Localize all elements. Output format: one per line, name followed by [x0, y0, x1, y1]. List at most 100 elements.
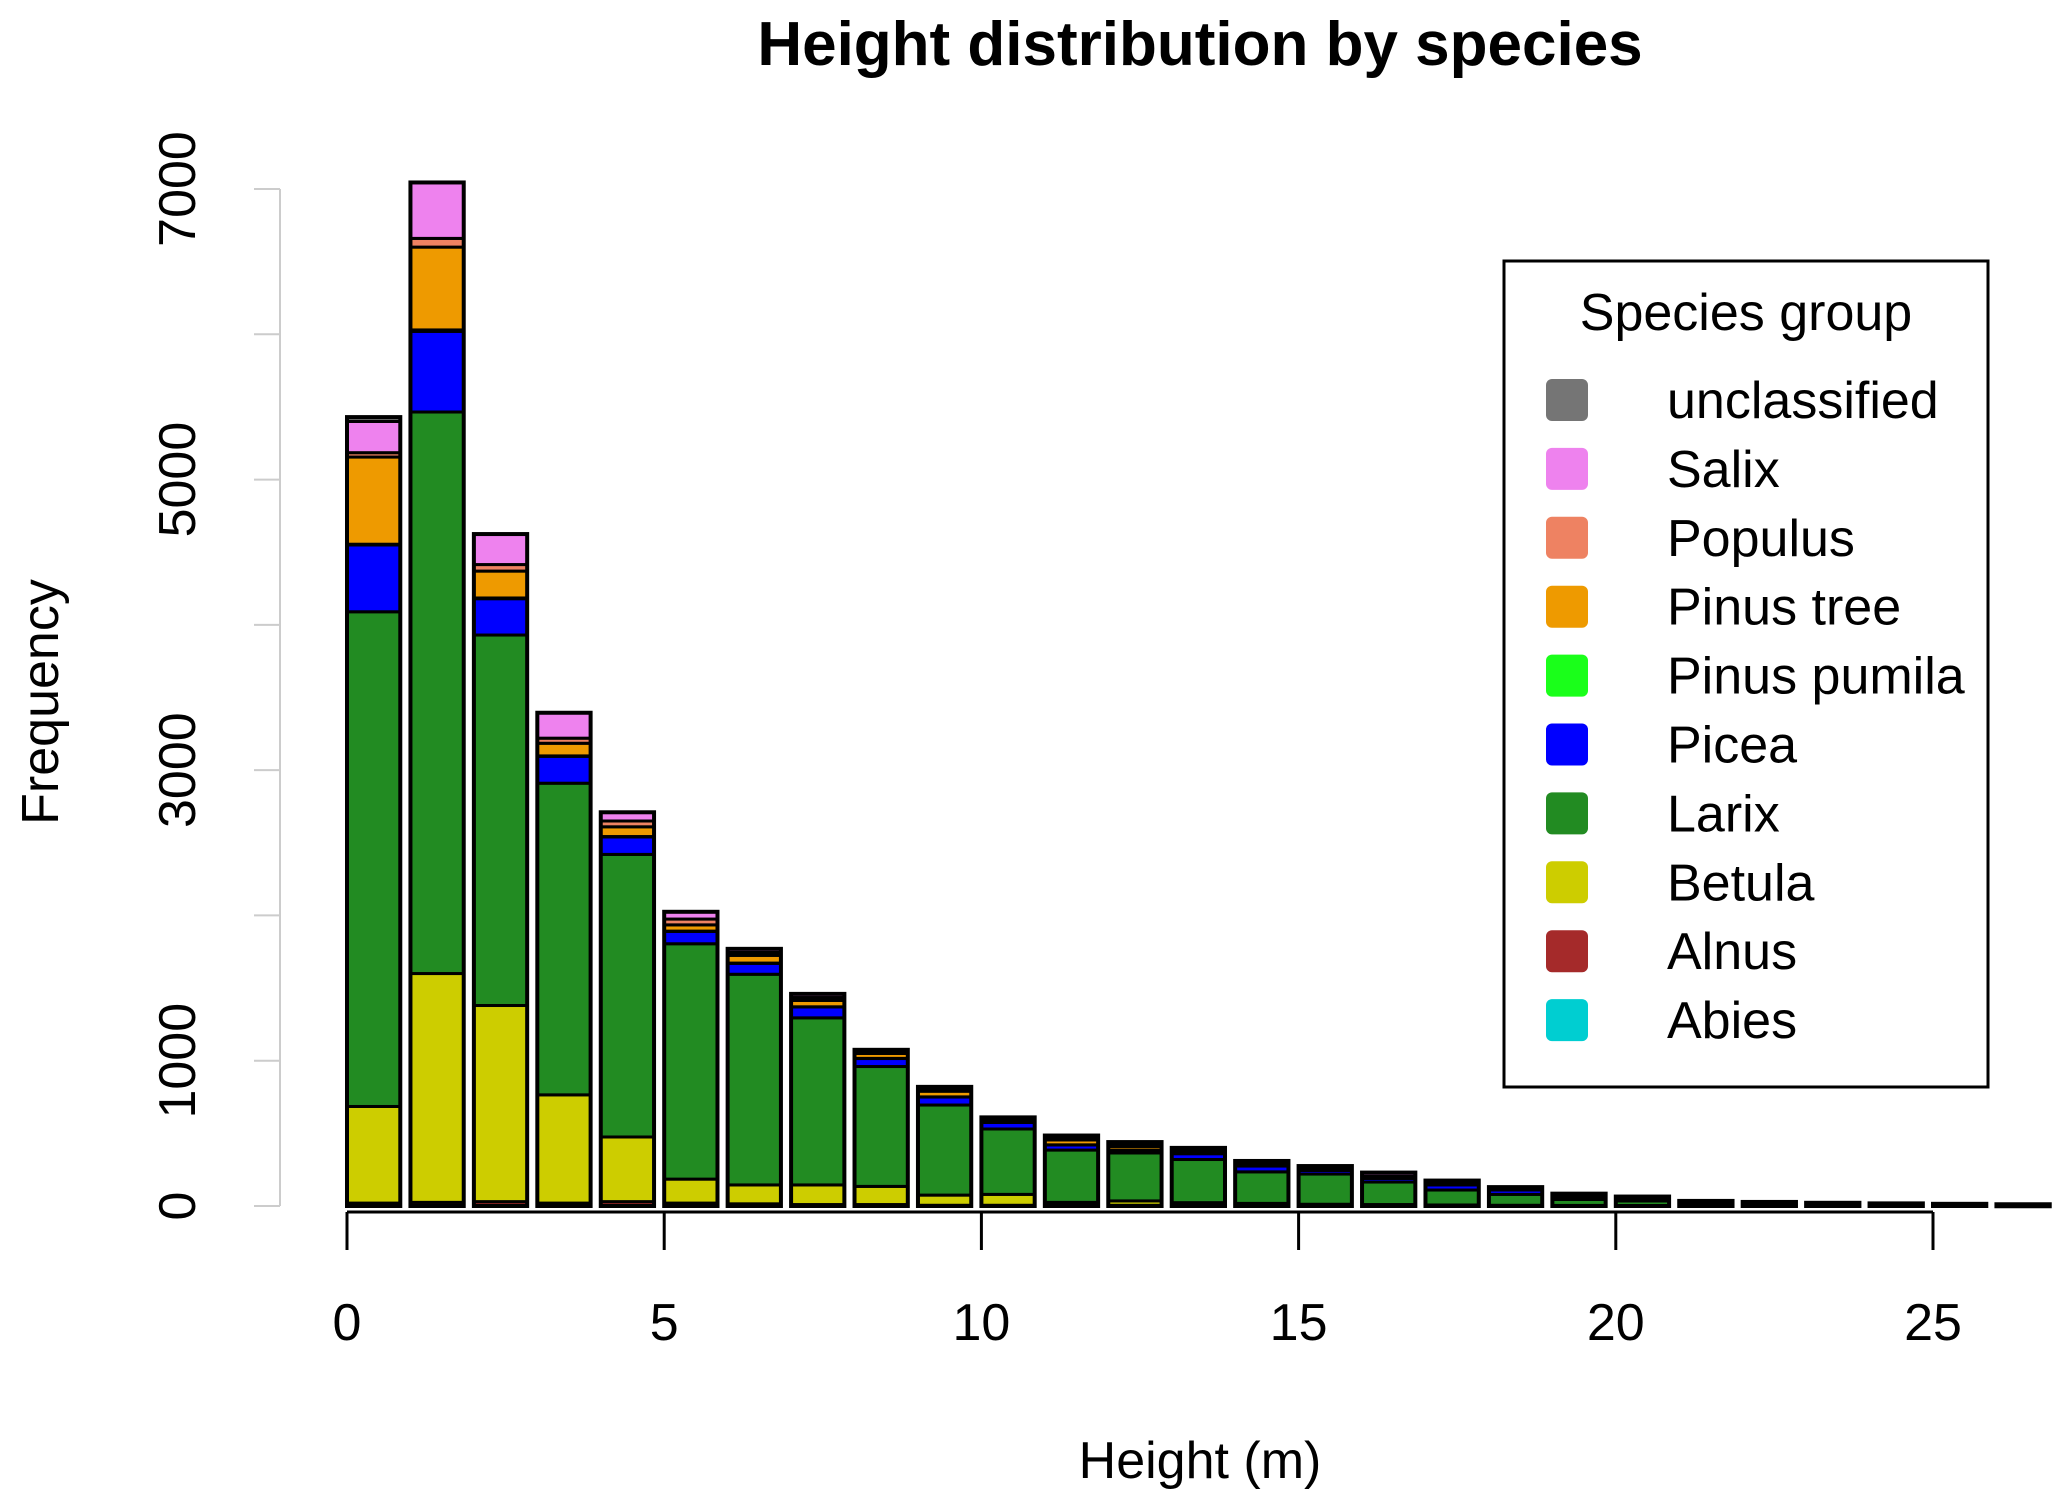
bar-outline [1486, 1185, 1545, 1209]
bar-outline [1550, 1191, 1608, 1209]
bar-stack [408, 180, 466, 1208]
bar-segment-salix [535, 711, 593, 740]
bar-stack [1677, 1198, 1735, 1209]
bar-stack [1550, 1191, 1608, 1209]
x-tick-label: 0 [333, 1294, 362, 1352]
bar-stack [1169, 1145, 1228, 1209]
bar-segment-larix [1360, 1180, 1417, 1207]
legend-swatch [1546, 379, 1588, 421]
bar-segment-larix [408, 410, 466, 976]
y-tick-label: 3000 [149, 712, 207, 828]
bar-outline [662, 909, 720, 1209]
x-axis-title: Height (m) [1079, 1432, 1322, 1490]
bar-stack [1613, 1194, 1672, 1208]
bar-segment-larix [1170, 1158, 1227, 1205]
y-axis: 0 1000 3000 5000 7000 [149, 131, 281, 1220]
bar-stack [1931, 1201, 1989, 1208]
bar-stack [1233, 1158, 1291, 1208]
bar-stack [345, 415, 403, 1208]
bar-outline [408, 180, 466, 1208]
legend-label: Abies [1667, 992, 1797, 1050]
bar-segment-pinus-tree [535, 741, 593, 758]
legend-label: Salix [1667, 441, 1780, 499]
bar-outline [852, 1047, 910, 1209]
bar-outline [1740, 1199, 1798, 1209]
legend-label: Picea [1667, 717, 1797, 775]
bar-stack [725, 946, 783, 1208]
bar-outline [915, 1084, 974, 1209]
bar-segment-picea [472, 597, 529, 637]
bar-segment-larix [1423, 1188, 1481, 1207]
bar-segment-betula [599, 1135, 656, 1204]
chart-title: Height distribution by species [757, 10, 1642, 79]
bar-stack [1867, 1201, 1925, 1209]
bar-stack [1740, 1199, 1798, 1209]
bars [345, 180, 2052, 1209]
bar-segment-larix [789, 1016, 846, 1187]
legend-swatch [1546, 516, 1588, 559]
bar-segment-larix [535, 781, 593, 1097]
bar-segment-betula [979, 1192, 1037, 1207]
legend-swatch [1546, 585, 1588, 628]
legend-swatch [1546, 861, 1588, 904]
bar-outline [1360, 1170, 1418, 1208]
bar-segment-betula [853, 1184, 910, 1207]
bar-segment-larix [916, 1103, 973, 1197]
legend-label: Pinus pumila [1667, 648, 1965, 706]
bar-outline [1169, 1145, 1228, 1209]
bar-segment-larix [345, 610, 402, 1108]
bar-segment-picea [345, 543, 402, 614]
bar-segment-larix [1297, 1172, 1354, 1206]
bar-segment-betula [916, 1193, 973, 1207]
legend-swatch [1546, 792, 1588, 835]
bar-segment-larix [979, 1127, 1037, 1196]
bar-outline [1804, 1200, 1862, 1208]
legend-label: unclassified [1667, 372, 1939, 430]
bar-stack [979, 1115, 1037, 1209]
bar-segment-picea [662, 929, 719, 946]
legend-swatch [1546, 930, 1588, 973]
legend-title: Species group [1580, 284, 1912, 342]
bar-stack [1042, 1133, 1101, 1208]
bar-stack [598, 810, 657, 1208]
x-tick-label: 5 [650, 1294, 679, 1352]
bar-outline [1423, 1178, 1481, 1208]
bar-segment-picea [726, 961, 783, 976]
bar-outline [1296, 1164, 1354, 1208]
bar-segment-larix [1233, 1170, 1290, 1205]
bar-stack [1423, 1178, 1481, 1208]
bar-segment-larix [1487, 1192, 1544, 1207]
bar-stack [1994, 1202, 2052, 1209]
legend-label: Betula [1667, 854, 1815, 912]
bar-stack [1360, 1170, 1418, 1208]
y-tick-label: 1000 [149, 1003, 207, 1119]
bar-outline [1613, 1194, 1672, 1208]
bar-segment-betula [662, 1177, 719, 1205]
bar-outline [1233, 1158, 1291, 1208]
bar-outline [1106, 1140, 1164, 1209]
bar-segment-betula [408, 972, 466, 1204]
bar-outline [1042, 1133, 1101, 1208]
bar-outline [1994, 1202, 2052, 1209]
bar-segment-pinus-tree [408, 245, 466, 332]
legend-label: Alnus [1667, 923, 1797, 981]
bar-segment-betula [345, 1104, 402, 1205]
bar-segment-betula [789, 1183, 846, 1207]
legend-label: Pinus tree [1667, 579, 1901, 637]
y-tick-label: 5000 [149, 422, 207, 538]
bar-segment-picea [789, 1005, 846, 1020]
y-axis-title: Frequency [12, 579, 70, 825]
x-tick-label: 15 [1270, 1294, 1328, 1352]
bar-outline [725, 946, 783, 1208]
bar-stack [471, 532, 530, 1208]
bar-segment-salix [408, 180, 466, 240]
bar-segment-larix [599, 852, 656, 1139]
legend-swatch [1546, 723, 1588, 766]
x-tick-label: 10 [952, 1294, 1010, 1352]
legend-swatch [1546, 447, 1588, 490]
bar-stack [789, 991, 847, 1209]
legend-swatch [1546, 999, 1588, 1042]
bar-segment-larix [1106, 1151, 1164, 1203]
bar-segment-larix [662, 942, 719, 1181]
bar-segment-salix [345, 419, 402, 455]
